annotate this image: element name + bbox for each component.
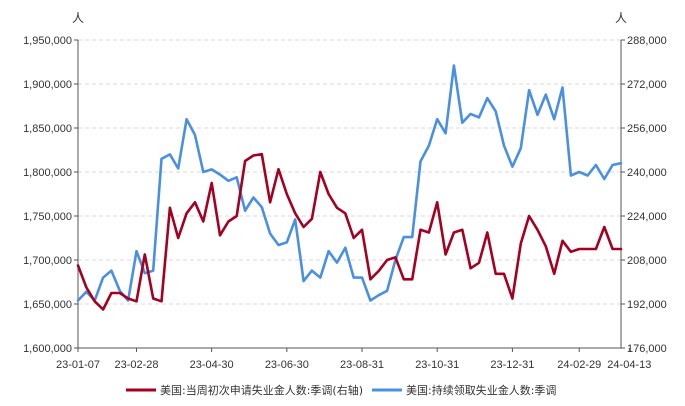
left-tick-label: 1,650,000 — [23, 299, 72, 311]
x-tick-label: 23-06-30 — [265, 359, 309, 371]
x-axis: 23-01-07 23-02-28 23-04-30 23-06-30 23-08-31… — [56, 347, 651, 371]
right-tick-label: 272,000 — [627, 79, 667, 91]
x-tick-label: 23-08-31 — [340, 359, 384, 371]
x-tick-label: 24-04-13 — [607, 359, 651, 371]
left-tick-label: 1,700,000 — [23, 255, 72, 267]
right-tick-label: 176,000 — [627, 343, 667, 355]
left-tick-label: 1,850,000 — [23, 123, 72, 135]
legend-label-initial-claims: 美国:当周初次申请失业金人数:季调(右轴) — [160, 383, 363, 397]
series-line-initial-claims — [76, 152, 623, 311]
x-tick-label: 23-02-28 — [114, 359, 158, 371]
x-tick-label: 23-12-31 — [490, 359, 534, 371]
right-axis: 176,000 192,000 208,000 224,000 240,000 256,0… — [620, 35, 667, 355]
left-tick-label: 1,600,000 — [23, 343, 72, 355]
right-tick-label: 288,000 — [627, 35, 667, 47]
left-tick-label: 1,750,000 — [23, 211, 72, 223]
legend-label-continuing-claims: 美国:持续领取失业金人数:季调 — [406, 383, 556, 397]
right-tick-label: 192,000 — [627, 299, 667, 311]
x-tick-label: 23-01-07 — [56, 359, 100, 371]
series-layer — [76, 64, 623, 311]
x-tick-label: 23-10-31 — [415, 359, 459, 371]
right-axis-unit-label: 人 — [615, 11, 627, 25]
x-tick-label: 23-04-30 — [190, 359, 234, 371]
right-tick-label: 256,000 — [627, 123, 667, 135]
left-tick-label: 1,800,000 — [23, 167, 72, 179]
left-axis-unit-label: 人 — [72, 11, 84, 25]
legend: 美国:当周初次申请失业金人数:季调(右轴) 美国:持续领取失业金人数:季调 — [126, 383, 556, 397]
left-axis: 1,600,000 1,650,000 1,700,000 1,750,000 1,80… — [23, 35, 79, 355]
left-tick-label: 1,900,000 — [23, 79, 72, 91]
series-line-continuing-claims — [76, 64, 623, 302]
right-tick-label: 224,000 — [627, 211, 667, 223]
right-tick-label: 240,000 — [627, 167, 667, 179]
right-tick-label: 208,000 — [627, 255, 667, 267]
left-tick-label: 1,950,000 — [23, 35, 72, 47]
x-tick-label: 24-02-29 — [557, 359, 601, 371]
